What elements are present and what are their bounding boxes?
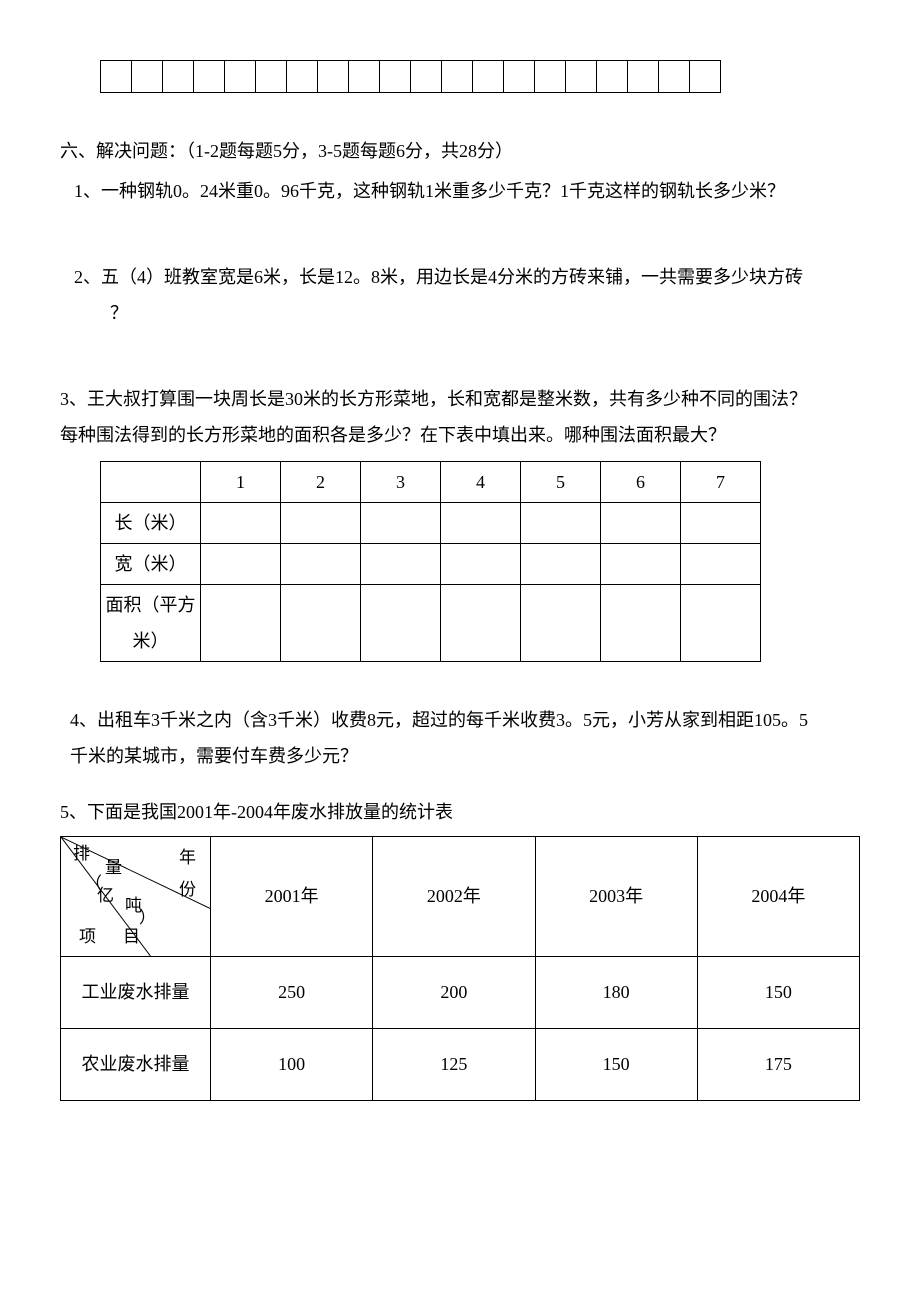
grid-cell — [441, 60, 473, 93]
question-1-text: 1、一种钢轨0。24米重0。96千克，这种钢轨1米重多少千克？1千克这样的钢轨长… — [74, 181, 785, 201]
q3-table: 1 2 3 4 5 6 7 长（米） 宽（米） 面积（平方米） — [100, 461, 761, 662]
q3-row-width: 宽（米） — [101, 544, 201, 585]
question-1: 1、一种钢轨0。24米重0。96千克，这种钢轨1米重多少千克？1千克这样的钢轨长… — [60, 173, 860, 209]
diag-paren2: ） — [139, 907, 156, 929]
grid-cell — [534, 60, 566, 93]
table-row: 1 2 3 4 5 6 7 — [101, 462, 761, 503]
grid-cell — [410, 60, 442, 93]
q5-cell: 180 — [535, 957, 697, 1029]
q3-row-length: 长（米） — [101, 503, 201, 544]
question-3-line1: 3、王大叔打算围一块周长是30米的长方形菜地，长和宽都是整米数，共有多少种不同的… — [60, 381, 860, 417]
question-3-line2: 每种围法得到的长方形菜地的面积各是多少？在下表中填出来。哪种围法面积最大？ — [60, 417, 860, 453]
grid-cell — [255, 60, 287, 93]
diag-liang: 量 — [105, 857, 122, 879]
diag-xiang: 项 — [79, 926, 96, 948]
q5-cell: 150 — [535, 1029, 697, 1101]
q5-row2-label: 农业废水排量 — [61, 1029, 211, 1101]
q3-col-4: 4 — [441, 462, 521, 503]
question-4-line1: 4、出租车3千米之内（含3千米）收费8元，超过的每千米收费3。5元，小芳从家到相… — [70, 702, 860, 738]
q5-year-2: 2002年 — [373, 837, 535, 957]
grid-cell — [503, 60, 535, 93]
q3-corner — [101, 462, 201, 503]
grid-cell — [131, 60, 163, 93]
q5-row1-label: 工业废水排量 — [61, 957, 211, 1029]
table-row: 排 量 （ 亿 吨 ） 年 份 项 目 2001年 2002年 2003年 20… — [61, 837, 860, 957]
grid-cell — [348, 60, 380, 93]
q5-cell: 200 — [373, 957, 535, 1029]
question-4-line2: 千米的某城市，需要付车费多少元？ — [70, 738, 860, 774]
grid-cell — [379, 60, 411, 93]
q5-year-3: 2003年 — [535, 837, 697, 957]
q3-col-3: 3 — [361, 462, 441, 503]
table-row: 农业废水排量 100 125 150 175 — [61, 1029, 860, 1101]
grid-cell — [596, 60, 628, 93]
q3-row-area: 面积（平方米） — [101, 585, 201, 662]
q5-cell: 125 — [373, 1029, 535, 1101]
q5-cell: 250 — [211, 957, 373, 1029]
grid-cell — [627, 60, 659, 93]
grid-cell — [565, 60, 597, 93]
question-5-title: 5、下面是我国2001年-2004年废水排放量的统计表 — [60, 794, 860, 830]
grid-cell — [224, 60, 256, 93]
q5-diagonal-header: 排 量 （ 亿 吨 ） 年 份 项 目 — [61, 837, 211, 957]
table-row: 宽（米） — [101, 544, 761, 585]
table-row: 面积（平方米） — [101, 585, 761, 662]
grid-cell — [193, 60, 225, 93]
diag-pai: 排 — [73, 843, 90, 865]
grid-cell — [100, 60, 132, 93]
q3-col-2: 2 — [281, 462, 361, 503]
grid-cell — [689, 60, 721, 93]
q5-cell: 175 — [697, 1029, 859, 1101]
section-title: 六、解决问题：（1-2题每题5分，3-5题每题6分，共28分） — [60, 133, 860, 169]
q3-col-1: 1 — [201, 462, 281, 503]
q3-col-6: 6 — [601, 462, 681, 503]
q5-cell: 150 — [697, 957, 859, 1029]
q5-cell: 100 — [211, 1029, 373, 1101]
table-row: 长（米） — [101, 503, 761, 544]
question-2-line1: 2、五（4）班教室宽是6米，长是12。8米，用边长是4分米的方砖来铺，一共需要多… — [74, 259, 860, 295]
q5-year-4: 2004年 — [697, 837, 859, 957]
q5-table: 排 量 （ 亿 吨 ） 年 份 项 目 2001年 2002年 2003年 20… — [60, 836, 860, 1101]
question-2: 2、五（4）班教室宽是6米，长是12。8米，用边长是4分米的方砖来铺，一共需要多… — [60, 259, 860, 331]
grid-cell — [658, 60, 690, 93]
grid-cell — [162, 60, 194, 93]
diag-nian: 年 — [179, 847, 196, 869]
q3-col-5: 5 — [521, 462, 601, 503]
diag-yi: 亿 — [97, 885, 114, 907]
question-4: 4、出租车3千米之内（含3千米）收费8元，超过的每千米收费3。5元，小芳从家到相… — [60, 702, 860, 774]
grid-cell — [286, 60, 318, 93]
diag-fen: 份 — [179, 879, 196, 901]
q5-year-1: 2001年 — [211, 837, 373, 957]
table-row: 工业废水排量 250 200 180 150 — [61, 957, 860, 1029]
grid-cell — [472, 60, 504, 93]
question-2-line2: ？ — [74, 295, 860, 331]
answer-grid — [100, 60, 860, 93]
q3-col-7: 7 — [681, 462, 761, 503]
diag-mu: 目 — [123, 926, 140, 948]
question-3: 3、王大叔打算围一块周长是30米的长方形菜地，长和宽都是整米数，共有多少种不同的… — [60, 381, 860, 453]
grid-cell — [317, 60, 349, 93]
